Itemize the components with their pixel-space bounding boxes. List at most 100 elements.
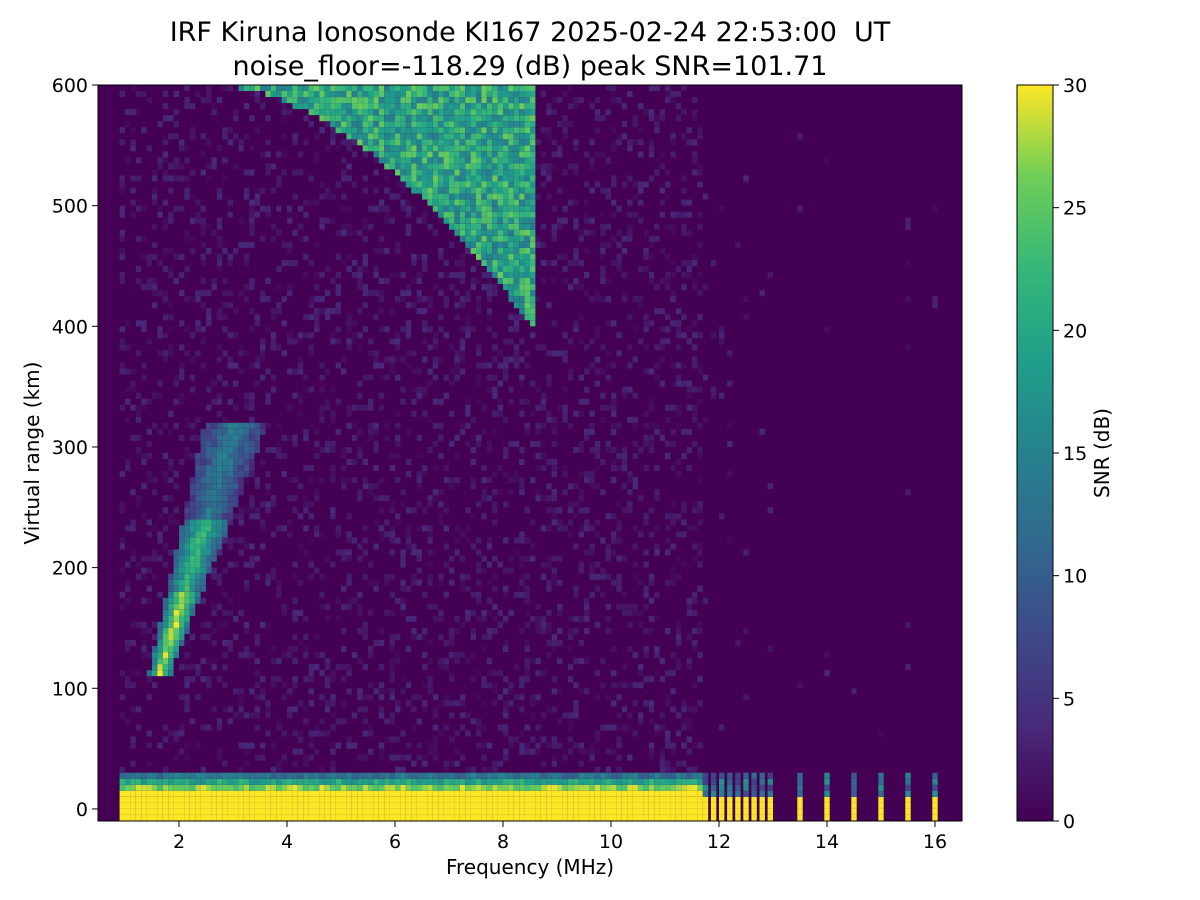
heatmap-cell [330,133,336,140]
heatmap-cell [567,676,574,683]
heatmap-cell [476,694,482,701]
heatmap-cell [146,778,152,785]
heatmap-cell [125,640,131,646]
heatmap-cell [503,374,509,381]
heatmap-cell [562,772,568,779]
heatmap-cell [297,784,304,791]
heatmap-cell [254,320,260,327]
heatmap-cell [519,199,525,206]
heatmap-cell [486,362,493,369]
heatmap-cell [486,211,493,218]
heatmap-cell [476,784,482,791]
heatmap-cell [195,483,201,490]
heatmap-cell [759,808,765,815]
heatmap-cell [659,326,665,333]
heatmap-cell [405,700,412,707]
heatmap-cell [324,187,331,194]
heatmap-cell [513,223,520,230]
heatmap-cell [265,507,271,514]
heatmap-cell [216,802,223,809]
heatmap-cell [578,567,584,574]
heatmap-cell [216,314,223,321]
heatmap-cell [200,597,206,604]
heatmap-cell [465,326,471,333]
heatmap-cell [200,290,206,297]
heatmap-cell [384,778,390,785]
heatmap-cell [616,754,622,761]
heatmap-cell [432,754,439,761]
heatmap-cell [335,253,341,260]
heatmap-cell [632,139,638,146]
heatmap-cell [427,802,433,809]
heatmap-cell [670,784,676,791]
heatmap-cell [189,772,196,779]
heatmap-cell [513,253,520,260]
heatmap-cell [206,290,212,297]
heatmap-cell [276,772,282,779]
heatmap-cell [389,501,395,508]
heatmap-cell [513,296,520,303]
heatmap-cell [211,706,217,713]
heatmap-cell [243,712,250,719]
heatmap-cell [584,808,590,815]
heatmap-cell [438,615,444,622]
heatmap-cell [249,471,255,478]
heatmap-cell [184,537,190,544]
heatmap-cell [373,109,379,116]
heatmap-cell [179,537,185,544]
heatmap-cell [249,211,255,218]
heatmap-cell [681,211,687,218]
heatmap-cell [710,260,717,266]
heatmap-cell [524,193,530,200]
heatmap-cell [675,332,682,339]
heatmap-cell [454,163,460,170]
heatmap-cell [135,573,142,580]
heatmap-cell [276,440,282,447]
heatmap-cell [324,121,331,128]
heatmap-cell [195,501,201,508]
heatmap-cell [308,676,314,683]
heatmap-cell [702,193,709,200]
heatmap-cell [281,802,287,809]
heatmap-cell [179,585,185,592]
heatmap-cell [292,133,298,140]
heatmap-cell [513,163,520,170]
heatmap-cell [168,513,174,520]
heatmap-cell [492,235,498,242]
heatmap-cell [427,447,433,453]
heatmap-cell [400,85,406,91]
heatmap-cell [287,260,293,266]
heatmap-cell [200,477,206,484]
heatmap-cell [395,91,401,97]
heatmap-cell [432,796,439,803]
heatmap-cell [346,531,352,538]
heatmap-cell [292,790,298,797]
heatmap-cell [405,815,412,821]
heatmap-cell [465,507,471,514]
heatmap-cell [627,91,633,97]
heatmap-cell [594,670,601,677]
heatmap-cell [222,85,228,91]
heatmap-cell [443,477,449,484]
heatmap-cell [465,573,471,580]
heatmap-cell [173,808,179,815]
heatmap-cell [578,235,584,242]
heatmap-cell [168,597,174,604]
heatmap-cell [384,103,390,110]
heatmap-cell [362,730,368,737]
heatmap-cell [265,706,271,713]
heatmap-cell [405,109,412,116]
heatmap-cell [508,235,514,242]
heatmap-cell [287,284,293,291]
heatmap-cell [573,223,579,230]
heatmap-cell [540,495,547,502]
heatmap-cell [200,483,206,490]
heatmap-cell [697,272,703,278]
heatmap-cell [492,428,498,435]
heatmap-cell [540,615,547,622]
heatmap-cell [319,815,325,821]
heatmap-cell [524,296,530,303]
heatmap-cell [465,404,471,411]
heatmap-cell [195,320,201,327]
heatmap-cell [373,157,379,164]
